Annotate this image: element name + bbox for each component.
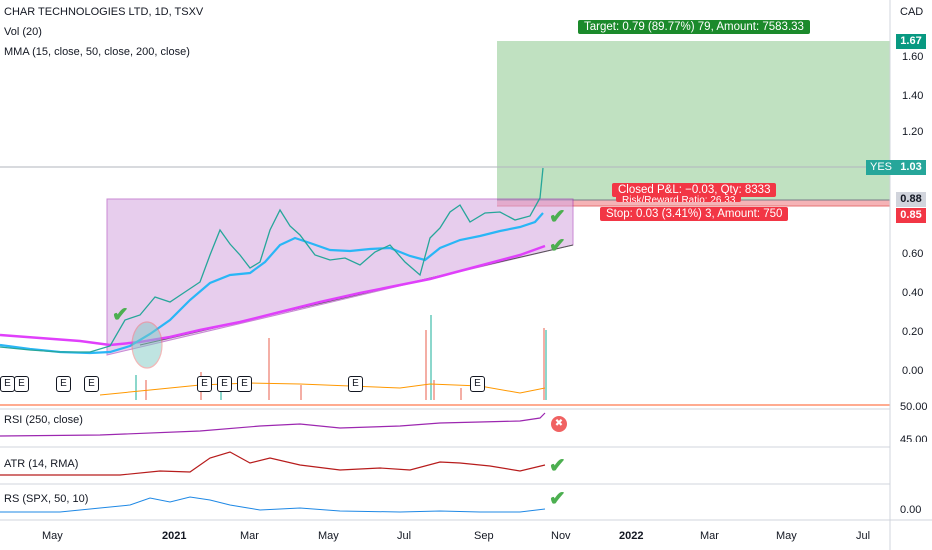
time-tick: May [776,530,797,542]
atr-line [0,451,546,476]
rsi-line [0,412,546,437]
time-tick: Jul [856,530,871,542]
check-icon: ✔ [549,206,566,228]
price-tick: 0.00 [902,365,924,377]
rs-label[interactable]: RS (SPX, 50, 10) [4,493,89,505]
last-price-box: 1.03 [896,160,926,175]
time-tick: Nov [551,530,571,542]
mma-50-line [0,212,544,355]
time-tick: Jul [397,530,412,542]
rsi-label[interactable]: RSI (250, close) [4,414,83,426]
earnings-event[interactable]: E [197,376,212,392]
price-tick: 0.60 [902,248,924,260]
rs-line [0,496,546,513]
price-tick: 1.40 [902,90,924,102]
rs-axis-tick: 0.00 [900,504,922,516]
earnings-event[interactable]: E [14,376,29,392]
price-tick: 0.20 [902,326,924,338]
earnings-event[interactable]: E [56,376,71,392]
price-tick: 1.60 [902,51,924,63]
time-tick: Mar [700,530,719,542]
price-tick: 0.40 [902,287,924,299]
cross-icon: ✖ [551,416,567,432]
price-series [0,167,544,353]
vol-indicator-label[interactable]: Vol (20) [4,26,42,38]
time-tick: Mar [240,530,259,542]
risk-reward-label: Risk/Reward Ratio: 26.33 [616,195,742,202]
time-tick: 2021 [162,530,187,542]
symbol-title[interactable]: CHAR TECHNOLOGIES LTD, 1D, TSXV [4,6,204,18]
atr-label[interactable]: ATR (14, RMA) [4,458,79,470]
target-label: Target: 0.79 (89.77%) 79, Amount: 7583.3… [578,20,810,34]
time-tick: May [318,530,339,542]
stop-price-box: 0.85 [896,208,926,223]
check-icon: ✔ [549,455,566,477]
rsi-axis-tick-lower: 45.00 [900,434,928,442]
time-tick: May [42,530,63,542]
target-zone [497,41,890,200]
earnings-event[interactable]: E [217,376,232,392]
earnings-event[interactable]: E [470,376,485,392]
check-icon: ✔ [112,304,129,326]
earnings-event[interactable]: E [0,376,15,392]
earnings-event[interactable]: E [348,376,363,392]
entry-price-box: 0.88 [896,192,926,207]
target-price-box: 1.67 [896,34,926,49]
circle-annotation [131,321,163,369]
yes-label: YES [866,160,897,175]
stop-label: Stop: 0.03 (3.41%) 3, Amount: 750 [600,207,789,221]
price-tick: 1.20 [902,126,924,138]
check-icon: ✔ [549,488,566,510]
rsi-axis-tick: 50.00 [900,401,928,413]
earnings-event[interactable]: E [237,376,252,392]
time-tick: 2022 [619,530,644,542]
closed-pnl-label: Closed P&L: −0.03, Qty: 8333 [612,183,777,197]
check-icon: ✔ [549,235,566,257]
time-tick: Sep [474,530,494,542]
mma-200-line [0,244,546,347]
stop-zone [497,200,890,206]
mma-indicator-label[interactable]: MMA (15, close, 50, close, 200, close) [4,46,190,58]
currency-label: CAD [900,6,924,18]
earnings-event[interactable]: E [84,376,99,392]
